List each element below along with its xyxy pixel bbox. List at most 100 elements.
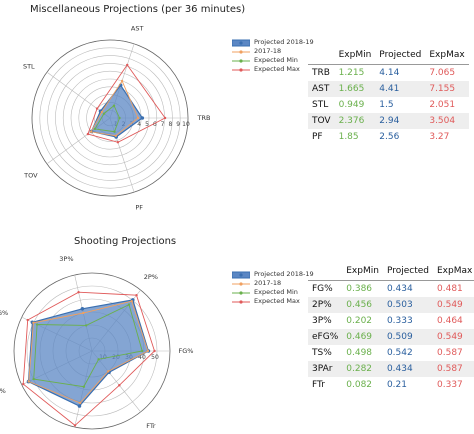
misc-panel: Miscellaneous Projections (per 36 minute… xyxy=(23,4,469,212)
table-cell-projected: 4.41 xyxy=(375,81,426,97)
table-cell-expmax: 7.155 xyxy=(425,81,469,97)
table-cell-expmin: 0.498 xyxy=(346,348,373,358)
series-2017-18-point-ast xyxy=(120,79,124,83)
legend-swatch-projected-2018-19 xyxy=(232,271,250,279)
table-row: PF 1.85 2.56 3.27 xyxy=(308,129,469,145)
table-cell-projected: 0.542 xyxy=(386,348,413,358)
series-expected-min-point-2p-pct xyxy=(127,303,131,306)
table-cell-expmax: 3.504 xyxy=(425,113,469,129)
shooting-panel: Shooting Projections 1020304050FG%2P%3P%… xyxy=(0,228,474,434)
table-row: eFG% 0.469 0.509 0.549 xyxy=(308,329,474,345)
series-expected-min-point-efg-pct xyxy=(35,323,39,326)
series-expected-min-point-trb xyxy=(118,116,121,120)
table-cell-expmin: 1.665 xyxy=(334,81,376,97)
series-2017-18-point-3p-pct xyxy=(82,311,85,315)
series-expected-max-point-trb xyxy=(163,116,167,120)
legend-swatch-expected-max xyxy=(232,298,250,306)
series-expected-max-polygon xyxy=(22,291,156,426)
legend-swatch-2017-18 xyxy=(232,48,250,56)
series-expected-max-point-3p-pct xyxy=(77,290,80,294)
series-2017-18-point-2p-pct xyxy=(130,299,133,303)
series-expected-min-point-stl xyxy=(102,112,106,115)
table-header-expmin: ExpMin xyxy=(338,50,372,60)
series-expected-max-point-ts-pct xyxy=(22,382,25,386)
shooting-table: ExpMin Projected ExpMax FG% 0.386 0.434 0.481 2… xyxy=(308,262,474,393)
table-row: TS% 0.498 0.542 0.587 xyxy=(308,345,474,361)
series-projected-2018-19-point-3par xyxy=(77,404,82,408)
axis-label-tov: TOV xyxy=(23,172,38,180)
table-header-blank xyxy=(308,262,342,281)
legend-item-2017-18: 2017-18 xyxy=(232,47,314,56)
series-expected-max-point-fg-pct xyxy=(153,349,156,353)
legend-item-projected-2018-19: Projected 2018-19 xyxy=(232,270,314,279)
misc-table: ExpMin Projected ExpMax TRB 1.215 4.14 7.065 AS… xyxy=(308,46,469,145)
series-2017-18-point-tov xyxy=(89,130,93,133)
table-cell-expmin: 2.376 xyxy=(334,113,376,129)
table-cell-expmin: 1.85 xyxy=(338,132,359,142)
series-expected-max-point-efg-pct xyxy=(26,318,29,322)
series-expected-min-point-fg-pct xyxy=(140,349,144,353)
tick-label: 6 xyxy=(153,121,157,128)
table-cell-projected: 0.21 xyxy=(386,380,407,390)
axis-label-pf: PF xyxy=(135,204,143,212)
series-expected-max-polygon xyxy=(87,64,166,143)
table-cell-expmax: 0.549 xyxy=(433,329,474,345)
legend-swatch-2017-18 xyxy=(232,280,250,288)
series-projected-2018-19-polygon xyxy=(27,299,150,407)
table-header-expmax: ExpMax xyxy=(429,50,465,60)
row-label: AST xyxy=(308,81,335,97)
legend-item-expected-max: Expected Max xyxy=(232,65,314,74)
table-cell-expmin: 1.215 xyxy=(338,68,365,78)
legend-label: 2017-18 xyxy=(254,279,282,287)
table-cell-expmax: 0.549 xyxy=(433,297,474,313)
table-row: TRB 1.215 4.14 7.065 xyxy=(308,65,469,82)
series-expected-max-point-3par xyxy=(73,424,77,427)
table-cell-expmax: 0.481 xyxy=(437,284,463,294)
row-label: PF xyxy=(312,132,323,142)
tick-label: 9 xyxy=(176,121,180,128)
tick-label: 4 xyxy=(137,121,141,128)
table-cell-expmax: 0.464 xyxy=(437,316,463,326)
table-row: 3P% 0.202 0.333 0.464 xyxy=(308,313,474,329)
shooting-radar-chart: 1020304050FG%2P%3P%eFG%TS%3PArFTr xyxy=(0,255,194,430)
legend-label: 2017-18 xyxy=(254,47,282,55)
table-row: STL 0.949 1.5 2.051 xyxy=(308,97,469,113)
series-expected-max-point-tov xyxy=(86,132,90,136)
table-cell-expmax: 7.065 xyxy=(429,68,456,78)
table-cell-expmax: 0.587 xyxy=(437,348,463,358)
table-cell-expmin: 0.082 xyxy=(346,380,373,390)
row-label: TS% xyxy=(312,348,332,358)
table-cell-projected: 0.333 xyxy=(386,316,413,326)
misc-radar-chart: 12345678910TRBASTSTLTOVPF xyxy=(23,24,211,211)
row-label: TOV xyxy=(308,113,335,129)
series-2017-18-point-pf xyxy=(114,134,117,138)
series-expected-max-point-pf xyxy=(116,141,120,144)
series-expected-min-polygon xyxy=(94,104,120,133)
legend-label: Expected Min xyxy=(254,288,298,296)
table-cell-projected: 1.5 xyxy=(379,100,394,110)
table-cell-expmax: 0.337 xyxy=(437,380,463,390)
row-label: 3P% xyxy=(312,316,332,326)
table-cell-projected: 4.14 xyxy=(379,68,400,78)
legend-swatch-expected-max xyxy=(232,66,250,74)
legend-swatch-projected-2018-19 xyxy=(232,39,250,47)
table-cell-expmax: 3.27 xyxy=(429,132,450,142)
series-expected-min-point-pf xyxy=(113,130,116,133)
series-2017-18-point-ts-pct xyxy=(27,380,30,383)
misc-legend: Projected 2018-19 2017-18 Expected Min Expe… xyxy=(232,38,314,74)
tick-label: 40 xyxy=(138,354,146,361)
tick-label: 5 xyxy=(145,121,149,128)
legend-item-expected-min: Expected Min xyxy=(232,56,314,65)
axis-label-fg-pct: FG% xyxy=(179,347,194,355)
series-2017-18-point-efg-pct xyxy=(32,321,35,324)
table-cell-expmin: 0.202 xyxy=(346,316,373,326)
row-label: STL xyxy=(312,100,329,110)
table-cell-projected: 2.94 xyxy=(375,113,426,129)
axis-label-ast: AST xyxy=(131,24,144,32)
legend-swatch-expected-min xyxy=(232,289,250,297)
legend-label: Expected Max xyxy=(254,297,300,305)
table-cell-expmin: 0.282 xyxy=(342,361,383,377)
table-cell-expmin: 0.469 xyxy=(342,329,383,345)
series-expected-min-point-ftr xyxy=(97,358,100,361)
table-header-blank xyxy=(308,46,335,65)
